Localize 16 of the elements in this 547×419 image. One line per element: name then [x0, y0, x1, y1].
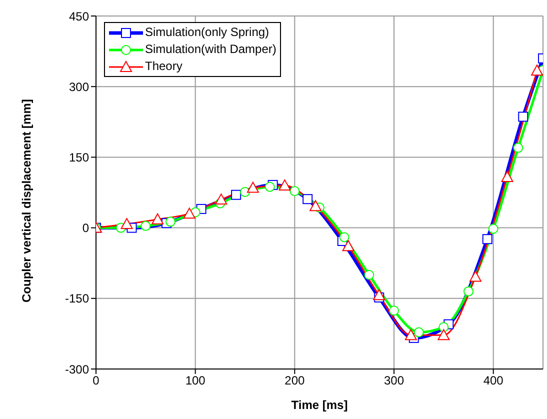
y-tick-label: 0: [82, 221, 90, 236]
y-tick-label: 300: [68, 80, 90, 94]
y-tick-label: -300: [64, 362, 90, 376]
y-axis-title: Coupler vertical displacement [mm]: [19, 99, 34, 302]
y-tick-label: 450: [68, 9, 90, 24]
x-axis-title: Time [ms]: [291, 398, 348, 412]
x-tick-label: 400: [483, 374, 504, 388]
legend-label: Simulation(only Spring): [145, 24, 270, 41]
x-tick-label: 200: [284, 374, 305, 388]
legend-label: Theory: [145, 58, 182, 75]
y-tick-label: -150: [64, 292, 90, 306]
x-tick-label: 300: [384, 374, 404, 388]
x-tick-label: 100: [185, 374, 206, 388]
y-tick-label: 150: [68, 150, 90, 164]
legend-label: Simulation(with Damper): [145, 41, 276, 58]
x-tick-label: 0: [92, 374, 100, 388]
